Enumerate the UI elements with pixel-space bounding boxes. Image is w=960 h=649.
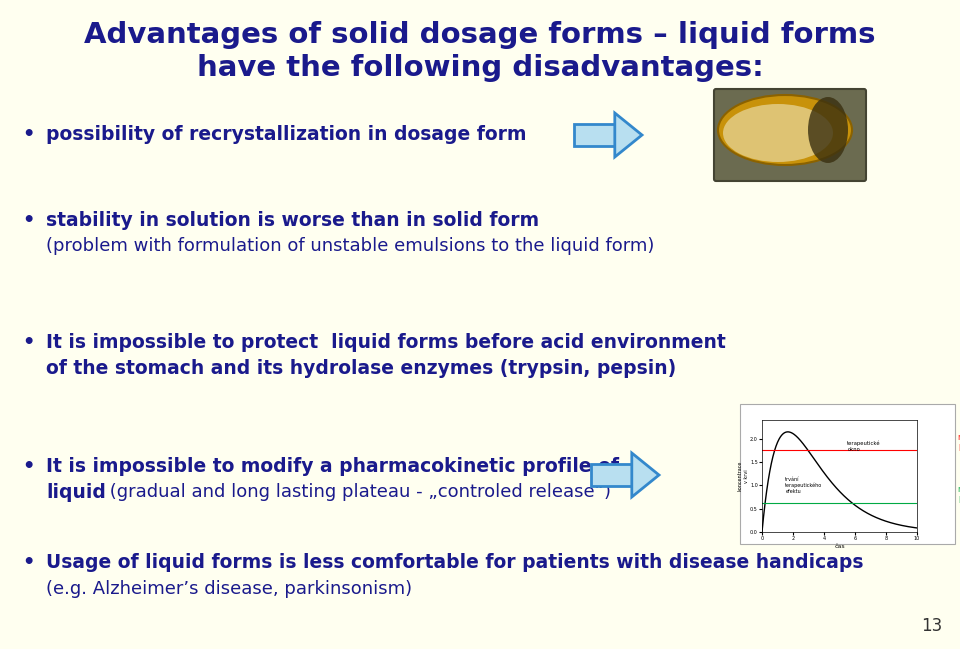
Text: minimální léčivá
koncentrace: minimální léčivá koncentrace — [958, 485, 960, 505]
Text: •: • — [22, 554, 35, 572]
Text: possibility of recrystallization in dosage form: possibility of recrystallization in dosa… — [46, 125, 526, 145]
Text: minimální toxická
koncentrace: minimální toxická koncentrace — [958, 434, 960, 453]
Text: 13: 13 — [921, 617, 942, 635]
Polygon shape — [574, 124, 614, 146]
Text: •: • — [22, 210, 35, 230]
Polygon shape — [614, 113, 642, 157]
Text: (e.g. Alzheimer’s disease, parkinsonism): (e.g. Alzheimer’s disease, parkinsonism) — [46, 580, 412, 598]
Text: •: • — [22, 456, 35, 476]
Polygon shape — [632, 453, 659, 497]
Text: stability in solution is worse than in solid form: stability in solution is worse than in s… — [46, 210, 540, 230]
Text: Advantages of solid dosage forms – liquid forms: Advantages of solid dosage forms – liqui… — [84, 21, 876, 49]
X-axis label: čas: čas — [834, 544, 845, 549]
Text: (gradual and long lasting plateau - „controled release“): (gradual and long lasting plateau - „con… — [104, 483, 611, 501]
Text: terapeutické
okno: terapeutické okno — [848, 441, 881, 452]
Text: trvání
terapeutického
efektu: trvání terapeutického efektu — [785, 477, 823, 494]
Text: of the stomach and its hydrolase enzymes (trypsin, pepsin): of the stomach and its hydrolase enzymes… — [46, 360, 676, 378]
Text: It is impossible to protect  liquid forms before acid environment: It is impossible to protect liquid forms… — [46, 334, 726, 352]
Ellipse shape — [718, 95, 852, 165]
Text: (problem with formulation of unstable emulsions to the liquid form): (problem with formulation of unstable em… — [46, 237, 655, 255]
Text: •: • — [22, 125, 35, 145]
Text: It is impossible to modify a pharmacokinetic profile of: It is impossible to modify a pharmacokin… — [46, 456, 619, 476]
Ellipse shape — [723, 104, 833, 162]
Text: liquid: liquid — [46, 482, 106, 502]
FancyBboxPatch shape — [714, 89, 866, 181]
Text: Usage of liquid forms is less comfortable for patients with disease handicaps: Usage of liquid forms is less comfortabl… — [46, 554, 863, 572]
Y-axis label: koncentrace
v krvi: koncentrace v krvi — [738, 461, 749, 491]
FancyBboxPatch shape — [740, 404, 955, 544]
Polygon shape — [591, 464, 632, 486]
Ellipse shape — [808, 97, 848, 163]
Text: •: • — [22, 334, 35, 352]
Text: have the following disadvantages:: have the following disadvantages: — [197, 54, 763, 82]
